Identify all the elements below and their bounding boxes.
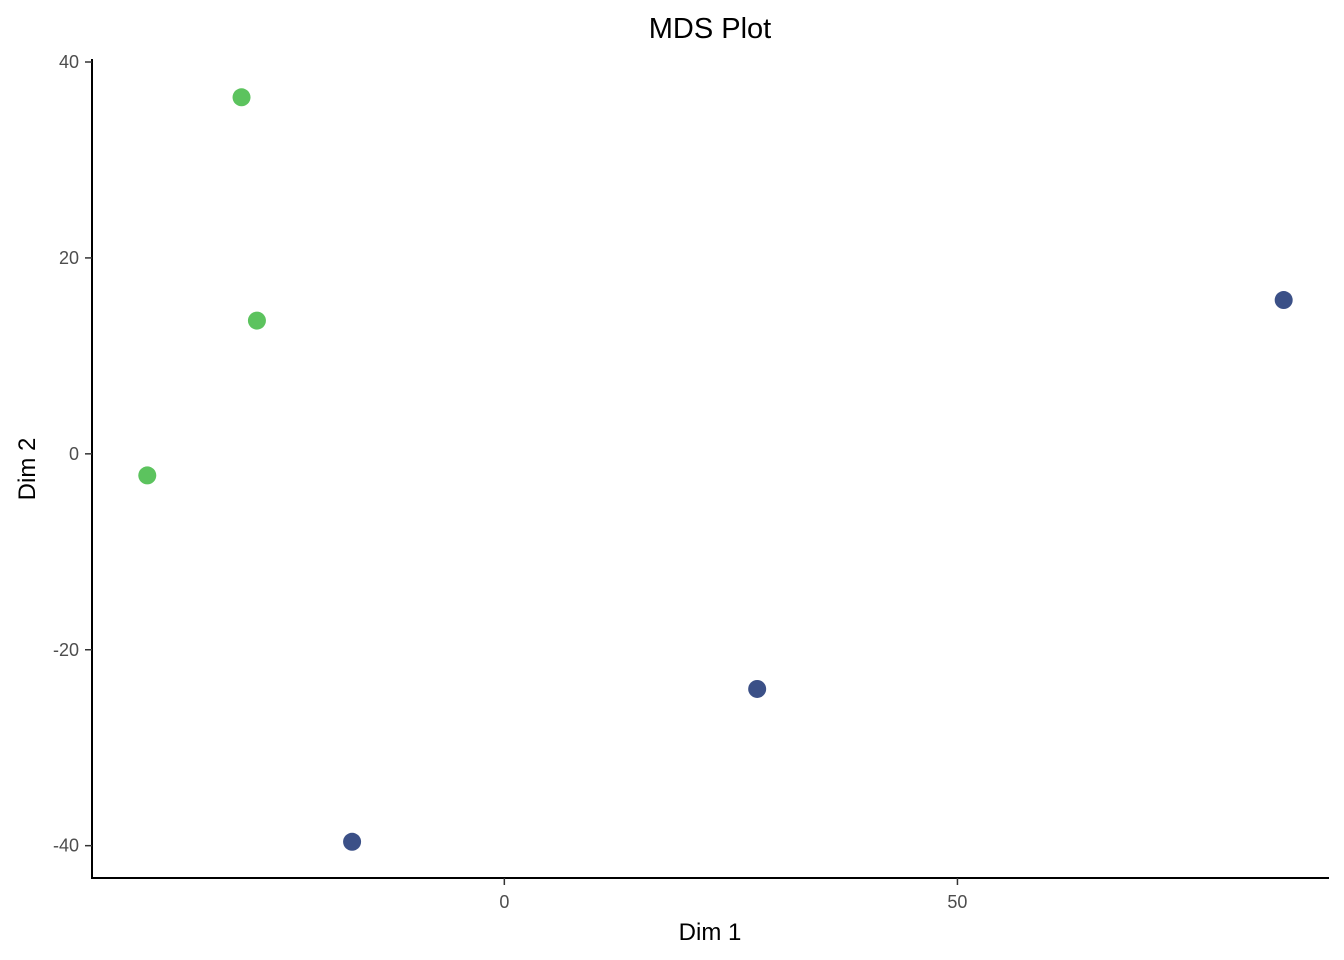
y-tick-label: 0 (69, 444, 79, 464)
data-point (1274, 291, 1293, 310)
x-tick-label: 50 (947, 892, 967, 912)
x-tick-label: 0 (499, 892, 509, 912)
chart-title: MDS Plot (649, 13, 771, 45)
axes (91, 59, 1329, 879)
y-tick-label: -40 (53, 836, 79, 856)
data-point (748, 679, 767, 698)
data-point (343, 832, 362, 851)
tick-layer: -40 -20 0 20 40 0 50 (53, 52, 967, 912)
x-axis-title: Dim 1 (679, 919, 742, 946)
data-point (138, 466, 157, 485)
y-tick-label: -20 (53, 640, 79, 660)
data-point (232, 88, 251, 107)
y-axis-title: Dim 2 (14, 438, 41, 501)
y-tick-label: 20 (59, 248, 79, 268)
data-point (247, 311, 266, 330)
data-points (138, 88, 1293, 851)
y-tick-label: 40 (59, 52, 79, 72)
